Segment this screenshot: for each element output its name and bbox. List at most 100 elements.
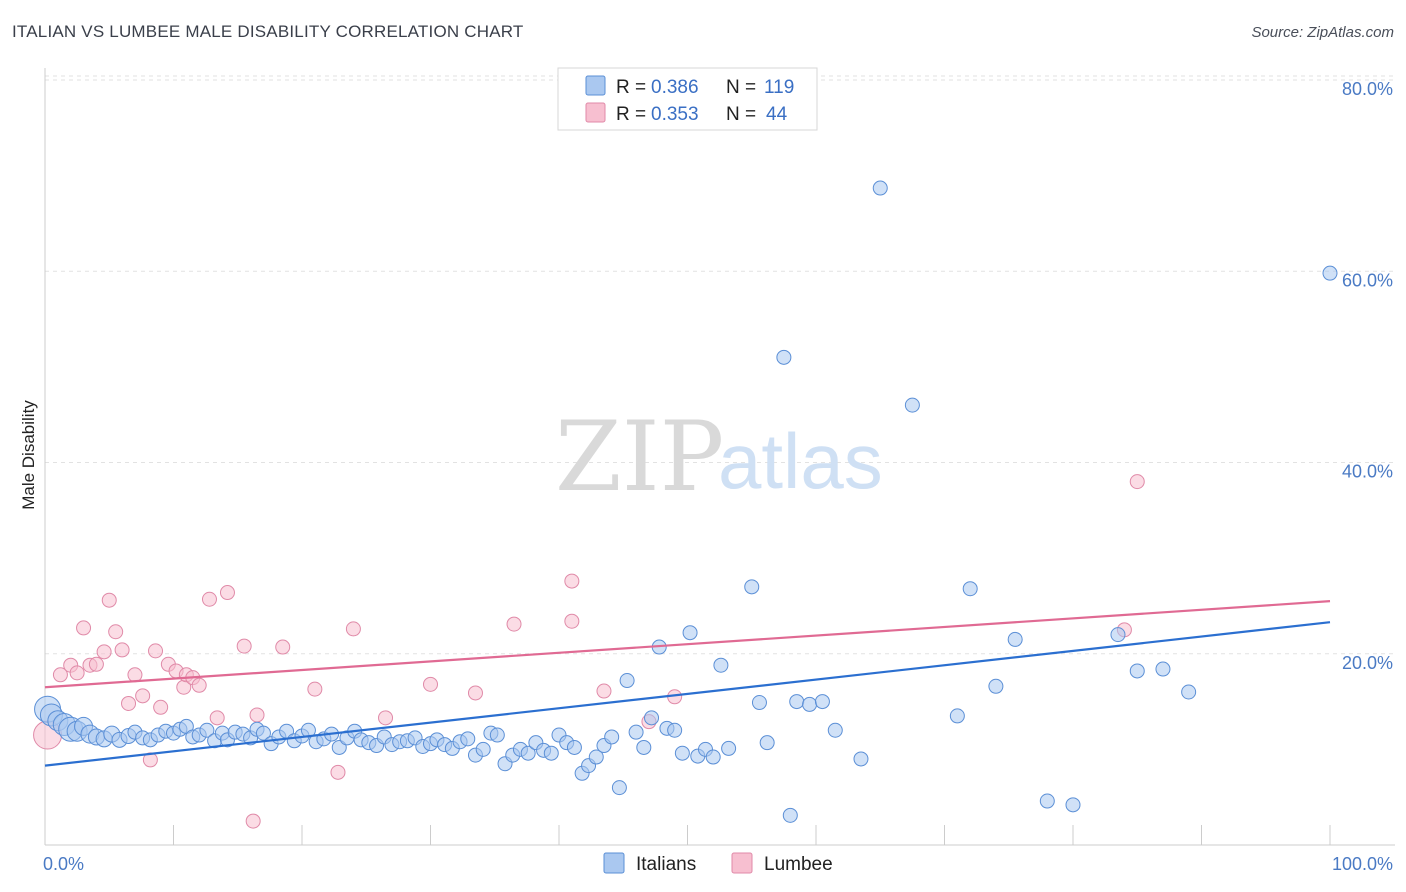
italians-point: [611, 780, 627, 796]
x-tick-label: 0.0%: [43, 854, 84, 874]
series-legend-label-lumbee: Lumbee: [764, 854, 833, 875]
italians-point: [1155, 661, 1171, 677]
lumbee-point: [307, 681, 323, 697]
lumbee-point: [108, 624, 124, 640]
lumbee-point: [69, 665, 85, 681]
italians-point: [872, 180, 888, 196]
italians-point: [1129, 663, 1145, 679]
series-legend-label-italians: Italians: [636, 854, 696, 875]
italians-point: [962, 581, 978, 597]
italians-point: [776, 349, 792, 365]
italians-point: [1039, 793, 1055, 809]
lumbee-point: [148, 643, 164, 659]
italians-point: [721, 740, 737, 756]
legend-r-value-lumbee: 0.353: [651, 104, 699, 125]
y-tick-label: 40.0%: [1342, 462, 1393, 482]
italians-point: [904, 397, 920, 413]
italians-point: [782, 807, 798, 823]
lumbee-point: [153, 699, 169, 715]
legend-r-value-italians: 0.386: [651, 77, 699, 98]
legend-swatch-lumbee: [585, 102, 606, 123]
lumbee-point: [506, 616, 522, 632]
italians-point: [604, 729, 620, 745]
italians-point: [644, 710, 660, 726]
italians-point: [705, 749, 721, 765]
lumbee-point: [52, 667, 68, 683]
italians-point: [789, 694, 805, 710]
chart-title: ITALIAN VS LUMBEE MALE DISABILITY CORREL…: [12, 22, 524, 41]
italians-point: [713, 657, 729, 673]
lumbee-point: [345, 621, 361, 637]
points-layer: [33, 180, 1338, 829]
lumbee-point: [596, 683, 612, 699]
italians-point: [814, 694, 830, 710]
lumbee-point: [114, 642, 130, 658]
italians-point: [1181, 684, 1197, 700]
lumbee-point: [249, 707, 265, 723]
lumbee-point: [127, 667, 143, 683]
lumbee-point: [236, 638, 252, 654]
axis-layer: [44, 68, 1395, 846]
italians-point: [1110, 627, 1126, 643]
italians-point: [853, 751, 869, 767]
lumbee-point: [275, 639, 291, 655]
lumbee-point: [1129, 474, 1145, 490]
italians-point: [489, 727, 505, 743]
x-tick-label: 100.0%: [1332, 854, 1393, 874]
italians-point: [543, 745, 559, 761]
lumbee-point: [135, 688, 151, 704]
lumbee-point: [88, 656, 104, 672]
italians-point: [520, 745, 536, 761]
italians-point: [619, 673, 635, 689]
y-tick-label: 20.0%: [1342, 653, 1393, 673]
y-axis-title: Male Disability: [19, 400, 38, 510]
lumbee-trendline: [44, 600, 1331, 689]
lumbee-point: [330, 764, 346, 780]
y-tick-label: 80.0%: [1342, 79, 1393, 99]
lumbee-point: [564, 573, 580, 589]
legend-n-value-italians: 119: [764, 77, 794, 98]
legend-n-label-lumbee: N =: [726, 104, 756, 125]
lumbee-point: [201, 591, 217, 607]
italians-point: [1322, 265, 1338, 281]
italians-point: [682, 625, 698, 641]
italians-point: [827, 722, 843, 738]
italians-point: [628, 724, 644, 740]
lumbee-point: [564, 613, 580, 629]
series-legend-swatch-lumbee: [731, 852, 753, 874]
lumbee-point: [209, 710, 225, 726]
italians-point: [1065, 797, 1081, 813]
italians-point: [667, 722, 683, 738]
lumbee-point: [423, 676, 438, 692]
legend-r-label-lumbee: R =: [616, 104, 646, 125]
y-tick-label: 60.0%: [1342, 270, 1393, 290]
italians-point: [674, 745, 690, 761]
chart-source: Source: ZipAtlas.com: [1251, 24, 1394, 41]
italians-point: [751, 695, 767, 711]
lumbee-point: [245, 813, 261, 829]
italians-point: [1007, 631, 1023, 647]
italians-point: [988, 678, 1004, 694]
lumbee-point: [101, 592, 117, 608]
legend-swatch-italians: [585, 75, 606, 96]
italians-point: [199, 722, 215, 738]
italians-point: [636, 739, 652, 755]
legend-n-value-lumbee: 44: [766, 104, 788, 125]
italians-point: [802, 696, 818, 712]
legend-r-label-italians: R =: [616, 77, 646, 98]
lumbee-point: [96, 644, 112, 660]
italians-point: [255, 725, 271, 741]
lumbee-point: [121, 695, 137, 711]
series-legend: Italians Lumbee: [603, 852, 833, 875]
italians-point: [460, 731, 476, 747]
lumbee-point: [191, 677, 207, 693]
italians-point: [588, 749, 604, 765]
watermark-zip: ZIP: [555, 401, 724, 513]
lumbee-point: [219, 585, 235, 601]
series-legend-swatch-italians: [603, 852, 625, 874]
ticklabel-layer: 20.0% 40.0% 60.0% 80.0% 0.0% 100.0%: [43, 79, 1393, 874]
legend-n-label-italians: N =: [726, 77, 756, 98]
stats-legend: R = 0.386 N = 119 R = 0.353 N = 44: [557, 67, 818, 131]
grid-layer: [45, 75, 1395, 655]
